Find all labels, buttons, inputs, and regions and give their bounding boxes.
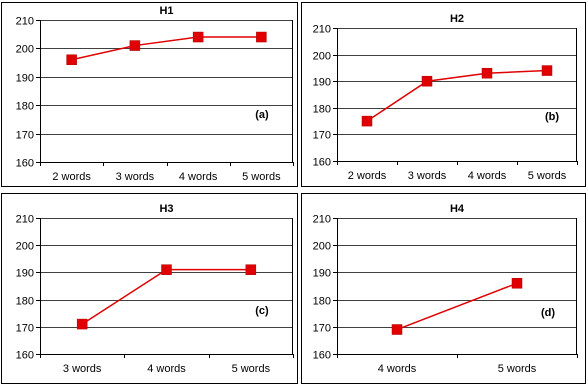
chart-title: H1 — [159, 5, 173, 17]
y-tick-label: 210 — [313, 214, 331, 226]
series-line — [71, 36, 262, 61]
x-tick-label: 5 words — [232, 363, 271, 375]
chart-frame — [301, 2, 586, 187]
chart-panel-3: 160 170 180 190 200 210 3 words 4 words 5 words H… — [1, 193, 298, 384]
chart-panel-2: 160 170 180 190 200 210 2 words 3 words 4 words 5… — [301, 2, 586, 187]
data-point — [361, 115, 373, 127]
y-tick-label: 200 — [313, 241, 331, 253]
y-tick-label: 180 — [313, 104, 331, 116]
data-point — [192, 31, 204, 43]
x-tick-label: 4 words — [147, 363, 186, 375]
x-tick-label: 2 words — [348, 170, 387, 182]
series-line — [396, 282, 518, 331]
chart-title: H4 — [450, 203, 465, 215]
data-point — [161, 264, 172, 275]
y-tick-label: 180 — [313, 296, 331, 308]
y-tick-label: 190 — [16, 73, 34, 85]
data-point — [481, 67, 493, 79]
x-tick-label: 4 words — [179, 171, 218, 183]
chart-title: H3 — [159, 203, 173, 215]
y-tick-label: 170 — [313, 130, 331, 142]
y-tick-label: 210 — [16, 16, 34, 28]
y-tick-label: 200 — [16, 241, 34, 253]
data-point — [76, 318, 88, 330]
series-line — [366, 69, 548, 122]
data-point — [421, 75, 433, 87]
chart-frame — [1, 193, 298, 384]
x-tick-label: 5 words — [528, 170, 567, 182]
x-tick-label: 5 words — [498, 363, 537, 375]
chart-panel-1: 160 170 180 190 200 210 2 words 3 words 4 words 5… — [1, 2, 298, 187]
y-tick-label: 180 — [16, 101, 34, 113]
data-point — [391, 324, 403, 335]
y-tick-label: 210 — [313, 24, 331, 36]
data-point — [129, 40, 141, 51]
y-tick-label: 210 — [16, 214, 34, 226]
y-tick-label: 160 — [313, 350, 331, 362]
chart-frame — [1, 2, 298, 187]
panel-annotation: (b) — [545, 111, 559, 123]
x-tick-label: 3 words — [116, 171, 155, 183]
y-tick-label: 170 — [16, 323, 34, 335]
chart-title: H2 — [450, 13, 464, 25]
y-tick-label: 190 — [16, 268, 34, 280]
y-tick-label: 170 — [16, 130, 34, 142]
y-tick-label: 160 — [16, 350, 34, 362]
panel-annotation: (a) — [255, 109, 269, 121]
data-point — [541, 65, 553, 76]
x-tick-label: 5 words — [242, 171, 281, 183]
x-tick-label: 4 words — [468, 170, 507, 182]
y-tick-label: 200 — [313, 51, 331, 63]
y-tick-label: 190 — [313, 77, 331, 89]
x-tick-label: 3 words — [408, 170, 447, 182]
chart-panel-4: 160 170 180 190 200 210 4 words 5 words H4 (d) — [301, 193, 586, 384]
y-tick-label: 190 — [313, 268, 331, 280]
y-tick-label: 170 — [313, 323, 331, 335]
data-point — [256, 31, 267, 43]
data-point — [245, 264, 257, 275]
panel-annotation: (d) — [541, 307, 555, 319]
chart-frame — [301, 193, 586, 384]
x-tick-label: 3 words — [63, 363, 102, 375]
panel-annotation: (c) — [255, 305, 269, 317]
y-tick-label: 180 — [16, 296, 34, 308]
y-tick-label: 200 — [16, 44, 34, 56]
data-point — [66, 54, 77, 66]
x-tick-label: 4 words — [378, 363, 417, 375]
y-tick-label: 160 — [16, 158, 34, 170]
x-tick-label: 2 words — [52, 171, 91, 183]
data-point — [511, 278, 523, 289]
y-tick-label: 160 — [313, 157, 331, 169]
